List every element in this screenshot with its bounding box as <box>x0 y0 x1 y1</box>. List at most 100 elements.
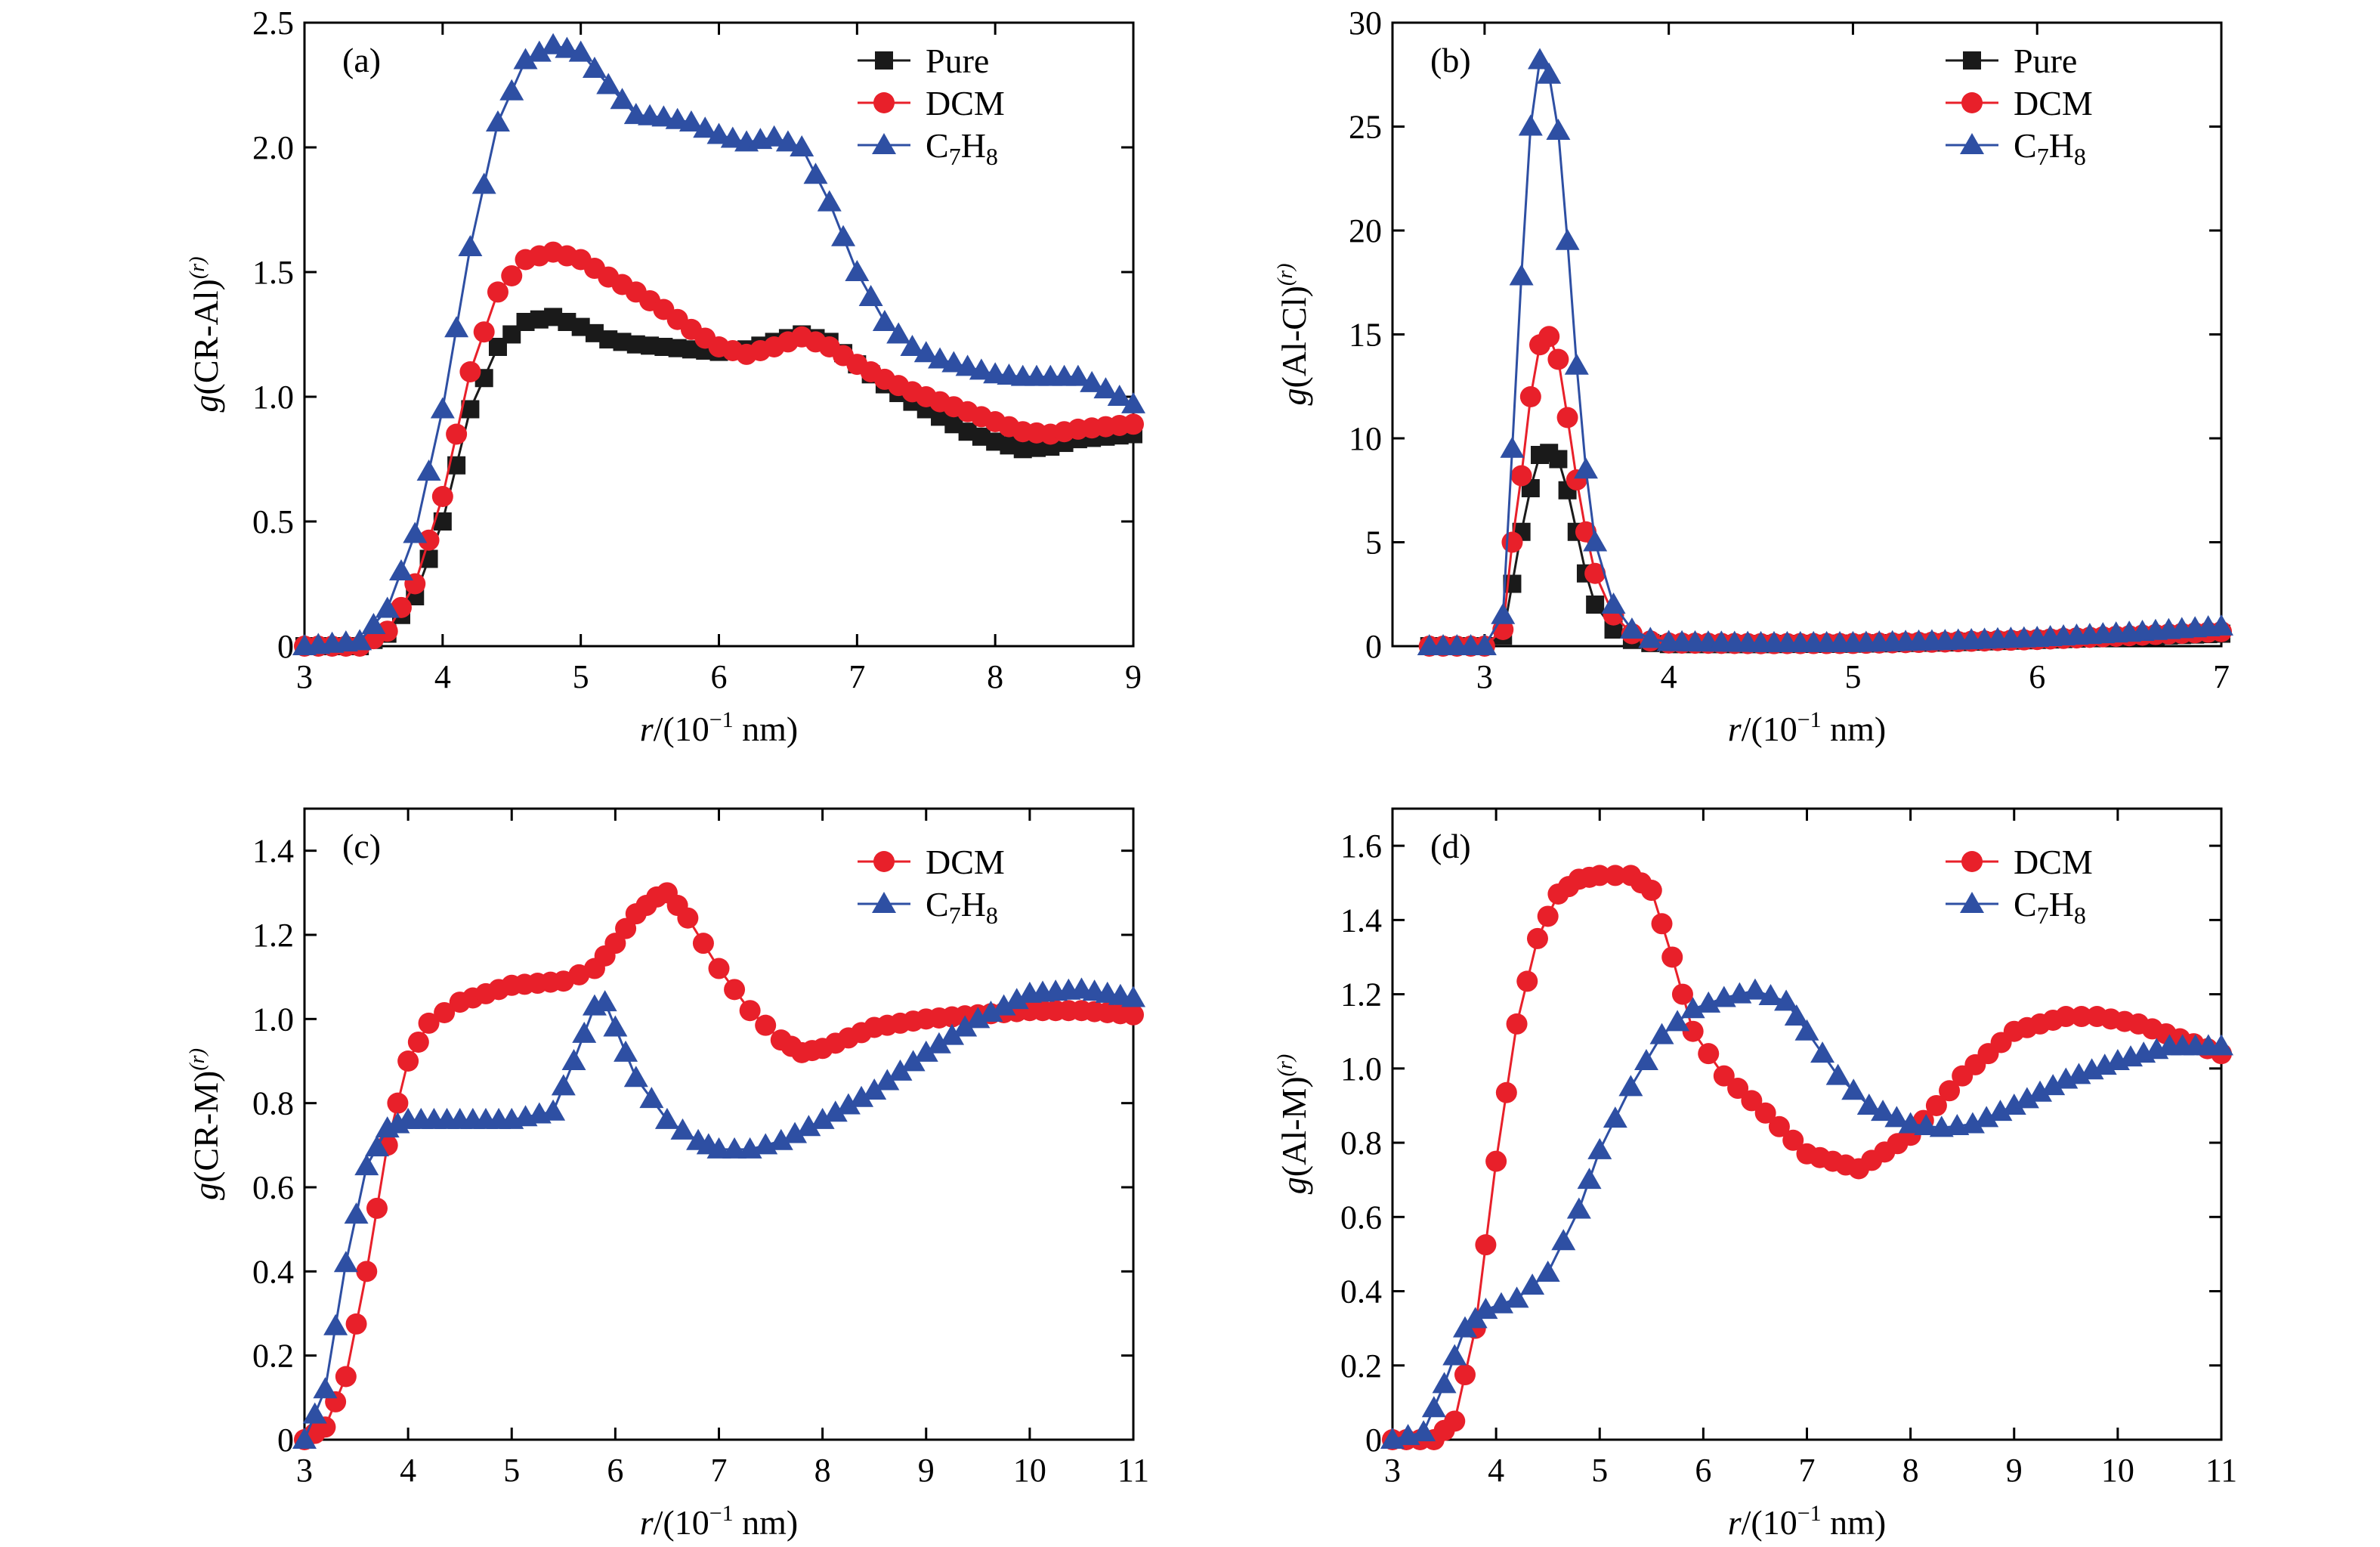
data-point <box>836 1093 861 1115</box>
series-c7h8 <box>292 32 1145 655</box>
series-line <box>1429 57 2222 648</box>
data-point <box>639 1087 664 1109</box>
legend-marker <box>1961 92 1983 113</box>
data-point <box>366 1197 388 1219</box>
data-point <box>654 1107 679 1129</box>
data-point <box>501 265 523 286</box>
data-point <box>1742 978 1767 1000</box>
legend-marker <box>1961 851 1983 872</box>
x-tick-label: 4 <box>400 1452 416 1489</box>
legend-label: Pure <box>926 42 989 80</box>
y-tick-label: 0.8 <box>1340 1125 1382 1162</box>
legend-label: C7H8 <box>2014 126 2086 170</box>
data-point <box>407 1031 429 1053</box>
data-point <box>375 596 400 618</box>
data-point <box>1583 530 1608 552</box>
data-point <box>333 1251 358 1273</box>
data-point <box>1538 326 1560 348</box>
data-point <box>1121 985 1145 1007</box>
data-point <box>1501 531 1523 553</box>
data-point <box>458 235 483 256</box>
data-point <box>354 1154 379 1176</box>
data-point <box>706 122 731 144</box>
data-point <box>693 116 718 138</box>
data-point <box>810 1107 835 1129</box>
x-tick-label: 6 <box>2029 658 2045 695</box>
data-point <box>1898 1112 1923 1134</box>
data-point <box>361 612 386 634</box>
data-point <box>677 907 699 929</box>
data-point <box>561 1049 586 1070</box>
data-point <box>1603 1106 1627 1128</box>
data-point <box>1519 386 1541 407</box>
data-point <box>845 260 870 281</box>
data-point <box>1475 1234 1497 1256</box>
legend-marker <box>875 51 893 70</box>
data-point <box>900 335 925 356</box>
data-point <box>651 105 676 127</box>
data-point <box>2209 614 2233 636</box>
data-point <box>1794 1019 1819 1041</box>
series-c7h8 <box>1380 978 2233 1449</box>
y-tick-label: 0 <box>1365 1422 1382 1459</box>
data-point <box>849 1085 874 1107</box>
legend: Pure DCM C7H8 <box>858 42 1005 170</box>
y-tick-label: 0 <box>277 1422 294 1459</box>
data-point <box>604 933 626 954</box>
x-tick-label: 9 <box>918 1452 935 1489</box>
data-point <box>582 57 607 79</box>
data-point <box>2014 1087 2039 1109</box>
data-point <box>1556 407 1578 429</box>
data-point <box>1500 436 1525 458</box>
data-point <box>1080 370 1105 392</box>
x-tick-label: 5 <box>1591 1452 1608 1489</box>
data-point <box>1485 1150 1507 1172</box>
data-point <box>1784 1004 1809 1026</box>
data-point <box>1754 1102 1776 1124</box>
legend-label: C7H8 <box>926 126 998 170</box>
data-point <box>1454 1364 1476 1386</box>
data-point <box>1671 983 1693 1005</box>
data-point <box>444 316 469 338</box>
data-point <box>430 397 455 419</box>
y-tick-label: 20 <box>1349 212 1382 249</box>
x-tick-label: 3 <box>1384 1452 1401 1489</box>
data-point <box>292 1428 317 1449</box>
data-point <box>1638 627 1663 648</box>
x-tick-label: 4 <box>434 658 451 695</box>
data-point <box>388 559 413 580</box>
data-point <box>1549 450 1568 469</box>
data-point <box>2041 1074 2066 1096</box>
panel-label: (c) <box>342 827 381 865</box>
data-point <box>1810 1041 1835 1063</box>
y-tick-label: 0.2 <box>252 1338 294 1375</box>
data-point <box>1526 927 1548 949</box>
data-point <box>364 1135 389 1157</box>
data-point <box>1504 1286 1529 1308</box>
data-point <box>1856 1093 1881 1115</box>
data-point <box>555 36 580 58</box>
legend-label: DCM <box>2014 84 2093 122</box>
x-tick-label: 10 <box>2101 1452 2134 1489</box>
data-point <box>953 1015 978 1037</box>
data-point <box>1509 264 1534 286</box>
data-point <box>783 1122 808 1143</box>
data-point <box>1619 617 1644 639</box>
data-point <box>418 529 440 551</box>
series-pure <box>1420 444 2230 655</box>
data-point <box>603 1015 628 1037</box>
data-point <box>940 1023 965 1045</box>
data-point <box>872 310 897 331</box>
data-point <box>623 1066 648 1088</box>
y-tick-label: 1.4 <box>252 833 294 870</box>
data-point <box>1939 1080 1961 1102</box>
data-point <box>418 1012 440 1034</box>
data-point <box>817 190 842 212</box>
data-point <box>913 1040 938 1062</box>
legend-marker <box>873 92 895 113</box>
data-point <box>1093 377 1118 399</box>
y-tick-label: 30 <box>1349 5 1382 42</box>
data-point <box>2209 1034 2233 1056</box>
y-axis-title: g(CR-M)(r) <box>186 1048 225 1200</box>
data-point <box>913 341 938 363</box>
